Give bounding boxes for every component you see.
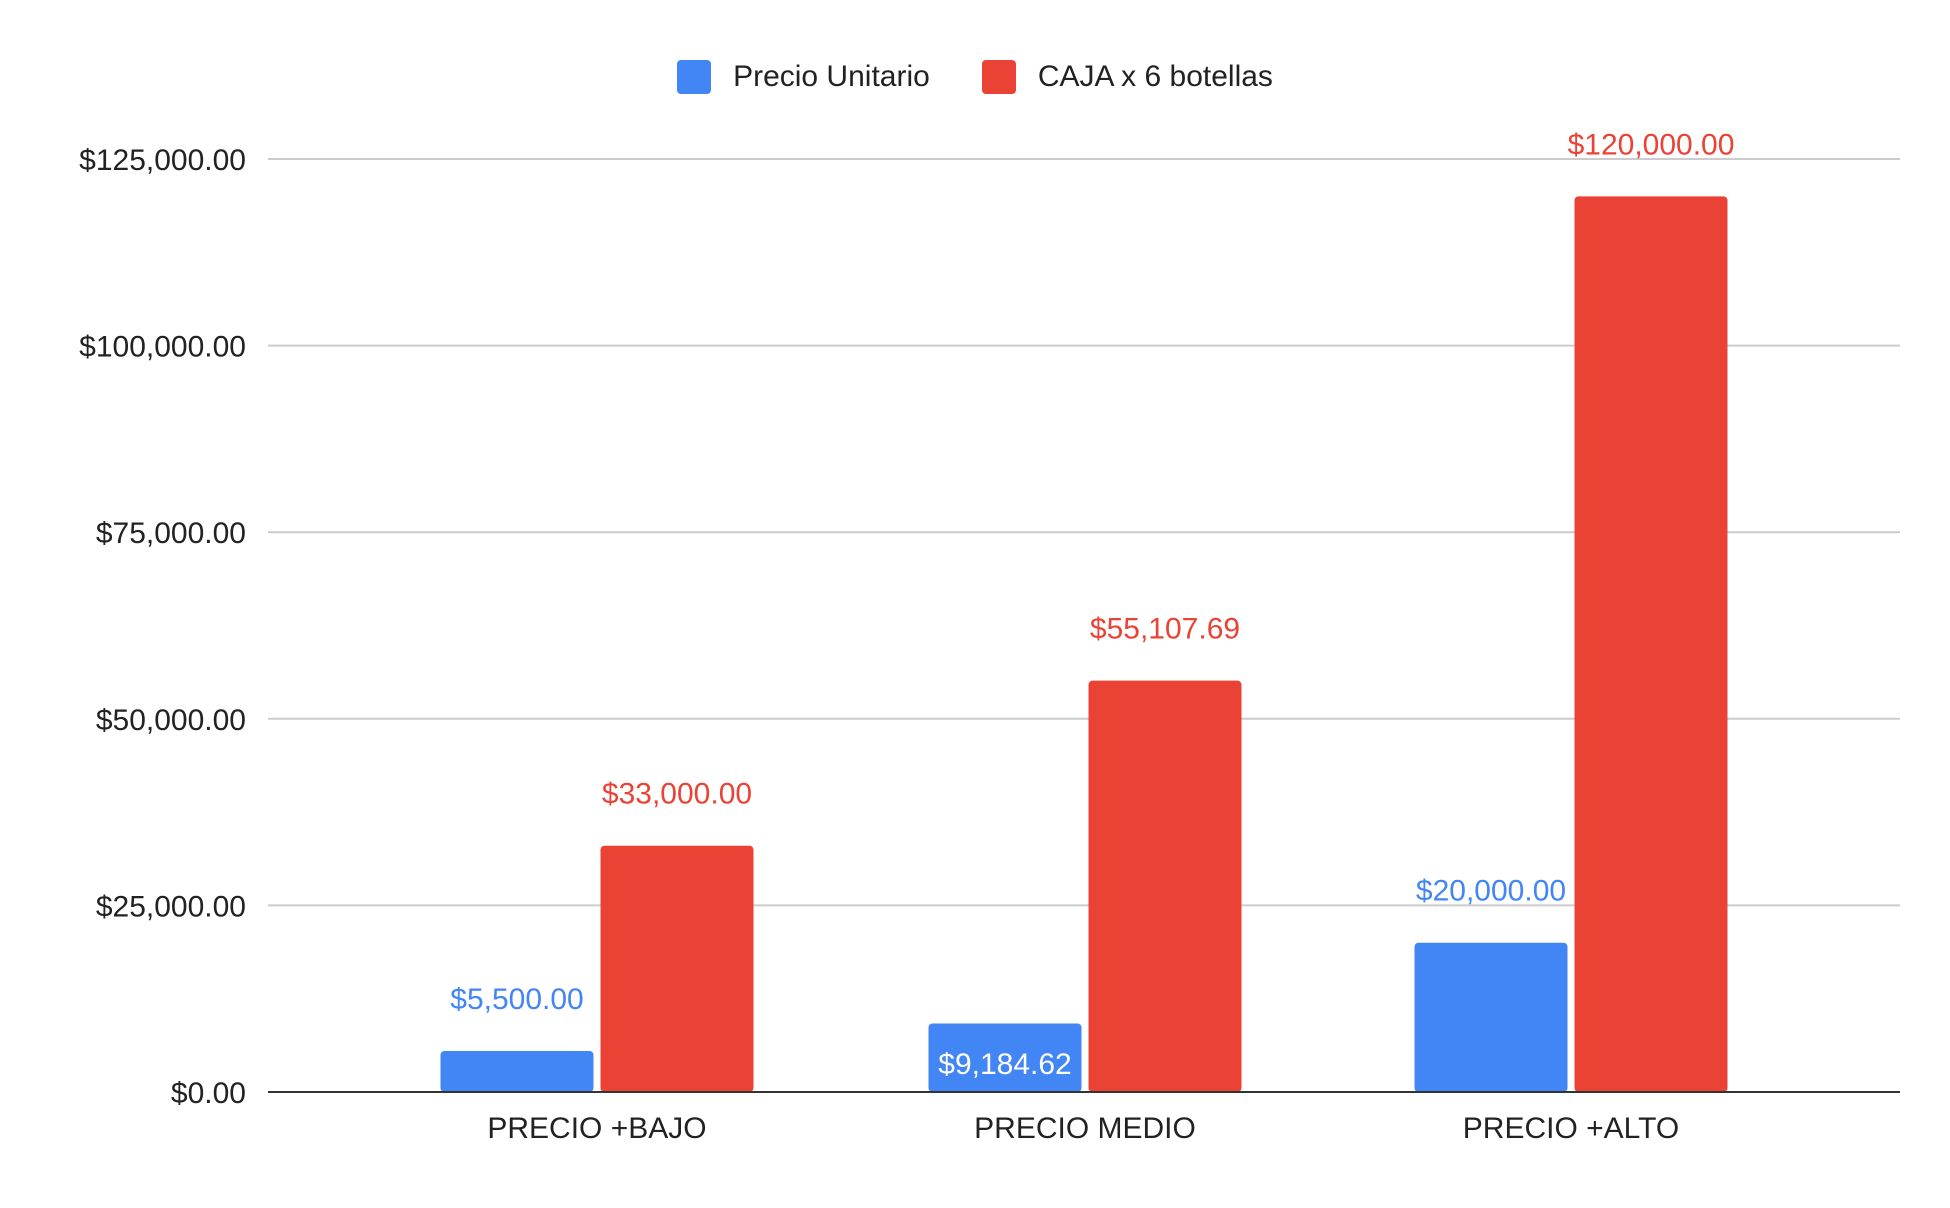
- legend-label-precio-unitario: Precio Unitario: [733, 60, 930, 93]
- y-tick-label: $125,000.00: [79, 144, 246, 177]
- x-tick-label: PRECIO +ALTO: [1463, 1112, 1679, 1145]
- data-label: $20,000.00: [1416, 875, 1566, 908]
- bar: [1088, 680, 1242, 1092]
- bar: [600, 845, 754, 1092]
- bar: [1574, 196, 1728, 1092]
- data-label: $5,500.00: [450, 983, 583, 1016]
- bar: [440, 1050, 594, 1092]
- y-tick-label: $0.00: [171, 1077, 246, 1110]
- bar: [928, 1023, 1082, 1092]
- legend-item-precio-unitario[interactable]: Precio Unitario: [677, 60, 930, 94]
- x-tick-label: PRECIO MEDIO: [974, 1112, 1196, 1145]
- y-tick-label: $25,000.00: [96, 890, 246, 923]
- legend-item-caja[interactable]: CAJA x 6 botellas: [981, 60, 1273, 94]
- legend-swatch-caja: [981, 60, 1016, 94]
- data-label: $33,000.00: [602, 778, 752, 811]
- data-label: $55,107.69: [1090, 613, 1240, 646]
- legend-label-caja: CAJA x 6 botellas: [1037, 60, 1273, 93]
- y-tick-label: $100,000.00: [79, 331, 246, 364]
- bar: [1414, 942, 1568, 1092]
- data-label: $9,184.62: [938, 1048, 1071, 1081]
- data-label: $120,000.00: [1568, 128, 1735, 161]
- x-tick-label: PRECIO +BAJO: [487, 1112, 706, 1145]
- y-tick-label: $75,000.00: [96, 517, 246, 550]
- legend-swatch-precio-unitario: [677, 60, 712, 94]
- y-tick-label: $50,000.00: [96, 704, 246, 737]
- legend: Precio Unitario CAJA x 6 botellas: [0, 60, 1950, 94]
